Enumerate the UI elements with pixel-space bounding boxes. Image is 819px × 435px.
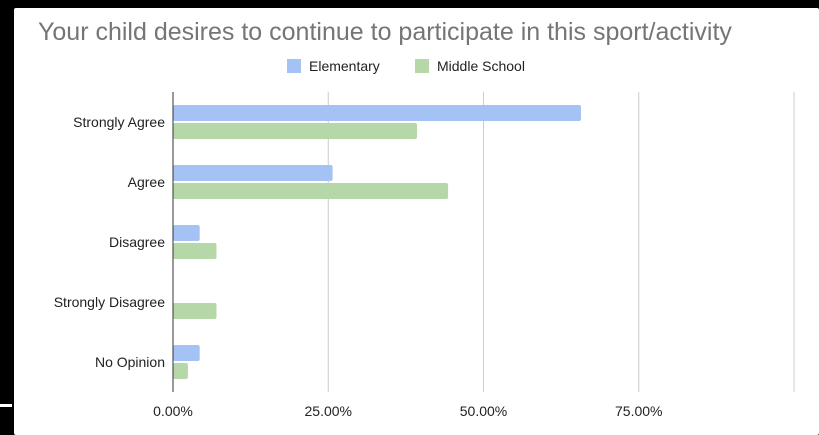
bar-middle-school: [173, 123, 418, 139]
category-label: No Opinion: [95, 354, 165, 370]
edge-marker: [0, 404, 12, 407]
legend-item: Elementary: [287, 58, 380, 74]
legend-item: Middle School: [415, 58, 525, 74]
legend-label: Middle School: [437, 58, 525, 74]
chart-panel: [14, 8, 819, 435]
legend-swatch: [287, 59, 301, 73]
bar-middle-school: [173, 183, 449, 199]
bar-elementary: [173, 225, 200, 241]
legend-swatch: [415, 59, 429, 73]
x-tick-label: 0.00%: [153, 403, 193, 419]
bar-middle-school: [173, 243, 217, 259]
bar-middle-school: [173, 303, 217, 319]
x-tick-label: 50.00%: [460, 403, 507, 419]
x-tick-label: 75.00%: [615, 403, 662, 419]
bar-elementary: [173, 345, 200, 361]
category-label: Disagree: [109, 234, 165, 250]
category-label: Strongly Agree: [73, 114, 165, 130]
chart-title: Your child desires to continue to partic…: [38, 18, 732, 46]
bar-elementary: [173, 165, 333, 181]
bar-elementary: [173, 105, 581, 121]
category-label: Strongly Disagree: [54, 294, 165, 310]
legend-label: Elementary: [309, 58, 380, 74]
bar-middle-school: [173, 363, 188, 379]
category-label: Agree: [128, 174, 166, 190]
bars: [173, 105, 581, 379]
gridlines: [327, 92, 795, 392]
legend: Elementary Middle School: [287, 58, 525, 74]
labels: Strongly Agree Agree Disagree Strongly Disa…: [54, 114, 663, 419]
x-tick-label: 25.00%: [305, 403, 352, 419]
